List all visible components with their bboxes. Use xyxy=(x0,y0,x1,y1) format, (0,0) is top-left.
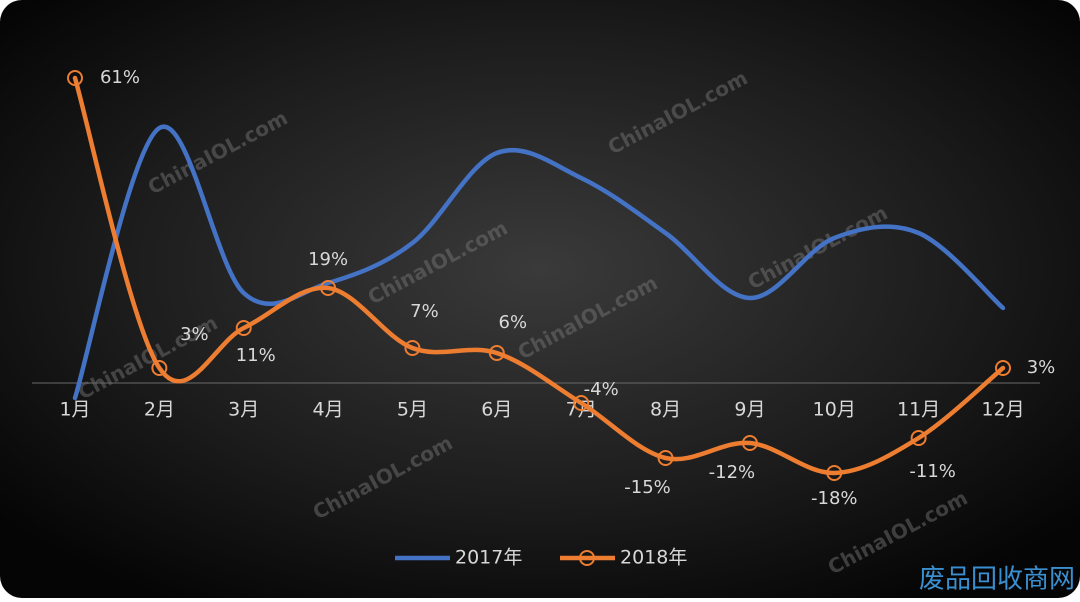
point-marker xyxy=(826,465,843,481)
point-marker xyxy=(741,435,758,451)
x-tick-label: 4月 xyxy=(313,399,344,421)
data-label: 6% xyxy=(499,312,528,333)
x-tick-label: 10月 xyxy=(813,399,856,421)
point-marker xyxy=(995,360,1011,376)
legend-label: 2018年 xyxy=(620,547,687,569)
x-tick-label: 2月 xyxy=(144,399,175,421)
point-marker xyxy=(573,395,590,411)
data-label: -11% xyxy=(909,461,956,482)
data-label: 7% xyxy=(410,301,439,322)
data-label: -18% xyxy=(811,488,858,509)
series-line xyxy=(72,75,1006,476)
point-marker xyxy=(320,280,337,296)
point-marker xyxy=(488,345,505,361)
x-tick-label: 9月 xyxy=(734,399,765,421)
data-label: 3% xyxy=(1027,357,1056,378)
x-tick-label: 8月 xyxy=(650,399,681,421)
logo: 废品回收商网 xyxy=(919,565,1075,595)
x-tick-label: 11月 xyxy=(897,399,940,421)
x-tick-label: 3月 xyxy=(228,399,259,421)
data-label: 19% xyxy=(308,249,348,270)
x-tick-label: 1月 xyxy=(59,399,90,421)
point-marker xyxy=(235,320,252,336)
x-tick-label: 5月 xyxy=(397,399,428,421)
data-label: -12% xyxy=(709,462,756,483)
data-label: -15% xyxy=(624,477,671,498)
data-label: -4% xyxy=(584,379,619,400)
data-label: 3% xyxy=(180,324,209,345)
point-marker xyxy=(67,70,83,86)
point-marker xyxy=(910,430,927,446)
point-marker xyxy=(404,340,421,356)
point-marker xyxy=(657,450,674,466)
data-label: 61% xyxy=(100,67,140,88)
legend-label: 2017年 xyxy=(455,547,522,569)
series-line xyxy=(72,124,1006,401)
legend-marker xyxy=(579,550,595,566)
x-tick-label: 6月 xyxy=(481,399,512,421)
x-tick-label: 12月 xyxy=(981,399,1024,421)
point-marker xyxy=(151,360,168,376)
data-label: 11% xyxy=(236,345,276,366)
